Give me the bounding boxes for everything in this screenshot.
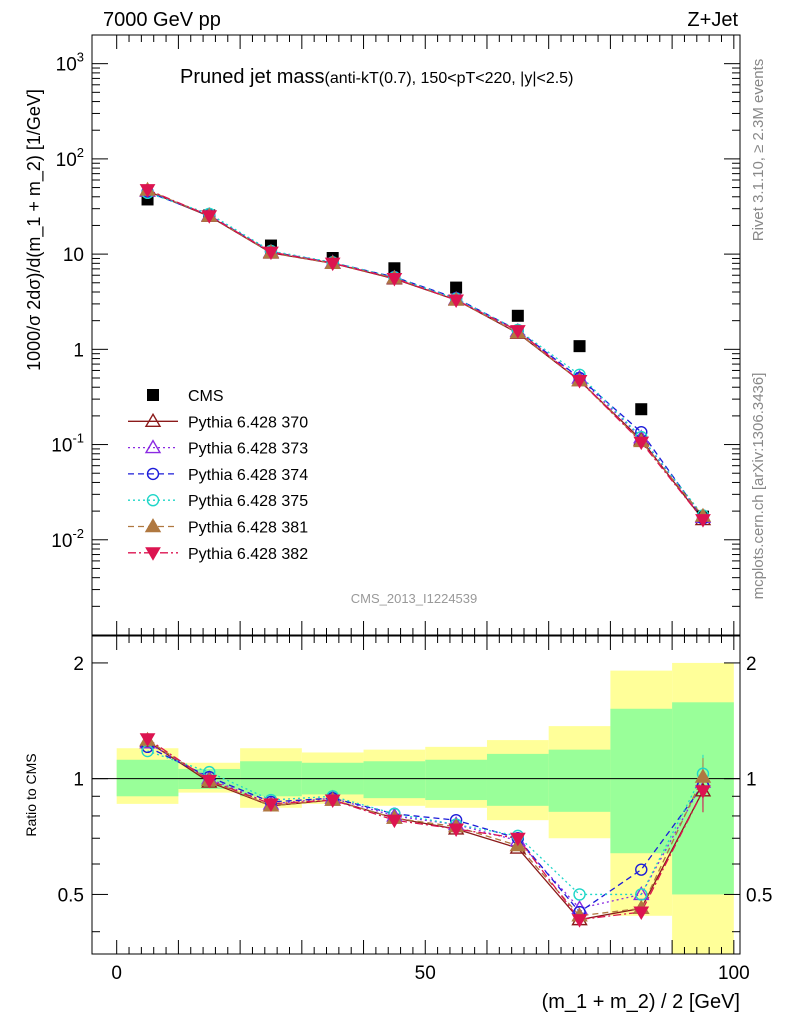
ratio-plot-frame — [91, 635, 741, 955]
ratio-point — [324, 794, 341, 809]
ratio-plot: 0.5 0.5 1 1 2 2 0 50 100 — [58, 635, 772, 984]
data-point-cms — [635, 403, 648, 416]
legend-marker — [144, 518, 162, 533]
uncertainty-band-inner — [486, 753, 549, 806]
series-line — [147, 189, 704, 520]
top-y-tick-label: 10 — [63, 245, 84, 266]
x-axis-label: (m_1 + m_2) / 2 [GeV] — [542, 991, 740, 1013]
chart-subtitle: (anti-kT(0.7), 150<pT<220, |y|<2.5) — [325, 70, 574, 87]
ratio-point — [573, 888, 586, 901]
legend-label: Pythia 6.428 374 — [188, 467, 308, 484]
legend-marker — [144, 439, 162, 454]
uncertainty-band-inner — [116, 759, 179, 797]
top-y-tick-label: 1 — [73, 340, 84, 361]
ratio-series-line — [147, 742, 704, 910]
side-label-rivet: Rivet 3.1.10, ≥ 2.3M events — [750, 59, 767, 242]
uncertainty-band-inner — [548, 749, 611, 812]
energy-label: 7000 GeV pp — [103, 9, 221, 31]
ratio-point — [695, 785, 711, 799]
data-point-mc — [695, 514, 711, 528]
data-point-mc — [139, 184, 156, 198]
legend-entry: Pythia 6.428 373 — [128, 439, 308, 458]
series-line — [147, 192, 704, 516]
ratio-point — [635, 888, 648, 901]
legend: CMS Pythia 6.428 370 Pythia 6.428 373 Pythi… — [128, 388, 308, 563]
main-plot: 10-2 10-1 1 10 102 103 — [51, 34, 741, 636]
ratio-bands-group — [92, 662, 740, 954]
data-point-mc — [201, 210, 218, 224]
ratio-y-tick-label: 1 — [73, 770, 84, 791]
ratio-point — [571, 914, 588, 928]
x-tick-label: 50 — [415, 963, 436, 984]
ratio-point — [633, 906, 650, 921]
data-point-cms — [450, 281, 463, 294]
legend-label: Pythia 6.428 373 — [188, 441, 308, 458]
ratio-point — [139, 733, 156, 747]
x-tick-label: 0 — [111, 963, 122, 984]
top-y-tick-label: 10-2 — [51, 526, 84, 552]
legend-entry: Pythia 6.428 375 — [128, 493, 308, 510]
top-y-tick-label: 10-1 — [51, 431, 84, 457]
data-point-cms — [511, 309, 524, 322]
legend-entry: CMS — [147, 388, 224, 405]
uncertainty-band-inner — [425, 759, 487, 801]
top-y-axis-label: 1000/σ 2dσ)/d(m_1 + m_2) [1/GeV] — [24, 89, 45, 371]
data-point-mc — [571, 375, 588, 389]
ratio-point — [509, 832, 526, 847]
top-y-tick-label: 102 — [56, 145, 84, 171]
data-point-mc — [509, 325, 526, 339]
legend-label: Pythia 6.428 370 — [188, 414, 308, 431]
data-point-cms — [573, 340, 586, 353]
ratio-point — [448, 823, 464, 837]
process-label: Z+Jet — [687, 9, 738, 31]
top-plot-frame — [91, 34, 741, 636]
legend-marker — [144, 412, 162, 427]
legend-marker — [147, 389, 159, 401]
ratio-point — [386, 814, 403, 829]
ratio-series-line — [147, 750, 704, 896]
top-series-group — [139, 181, 712, 528]
legend-marker — [145, 547, 161, 561]
ratio-y-tick-label-right: 1 — [746, 770, 757, 791]
legend-entry: Pythia 6.428 382 — [128, 546, 308, 563]
chart-title-main: Pruned jet mass — [180, 66, 325, 88]
ratio-y-tick-label: 0.5 — [58, 885, 84, 906]
legend-label: CMS — [188, 388, 224, 405]
data-point-mc — [263, 246, 279, 261]
legend-label: Pythia 6.428 375 — [188, 493, 308, 510]
bottom-y-axis-label: Ratio to CMS — [23, 753, 39, 836]
data-point-mc — [633, 436, 650, 451]
legend-entry: Pythia 6.428 381 — [128, 518, 308, 537]
ratio-y-tick-label: 2 — [73, 654, 84, 675]
chart-title: Pruned jet mass(anti-kT(0.7), 150<pT<220… — [180, 66, 573, 88]
data-point-mc — [386, 272, 403, 287]
legend-entry: Pythia 6.428 374 — [128, 467, 308, 484]
uncertainty-band-inner — [363, 761, 426, 799]
ratio-point — [201, 774, 218, 789]
ratio-point — [635, 863, 648, 876]
x-tick-label: 100 — [718, 963, 750, 984]
legend-marker — [146, 467, 160, 481]
legend-label: Pythia 6.428 381 — [188, 520, 308, 537]
ratio-series-line — [147, 740, 704, 921]
legend-marker — [146, 494, 160, 507]
uncertainty-band-inner — [610, 708, 673, 854]
ratio-point — [263, 798, 279, 812]
data-point-mc — [448, 294, 464, 308]
top-y-tick-label: 103 — [56, 50, 84, 76]
data-point-cms — [388, 262, 401, 275]
legend-entry: Pythia 6.428 370 — [128, 412, 308, 431]
side-label-mcplots: mcplots.cern.ch [arXiv:1306.3436] — [750, 373, 767, 600]
ratio-y-tick-label-right: 0.5 — [746, 885, 772, 906]
ratio-point — [694, 768, 712, 783]
ratio-y-tick-label-right: 2 — [746, 654, 757, 675]
analysis-label: CMS_2013_I1224539 — [351, 591, 478, 606]
data-point-mc — [324, 257, 341, 272]
ratio-series-line — [147, 746, 704, 913]
ratio-series-line — [147, 738, 704, 921]
legend-label: Pythia 6.428 382 — [188, 546, 308, 563]
